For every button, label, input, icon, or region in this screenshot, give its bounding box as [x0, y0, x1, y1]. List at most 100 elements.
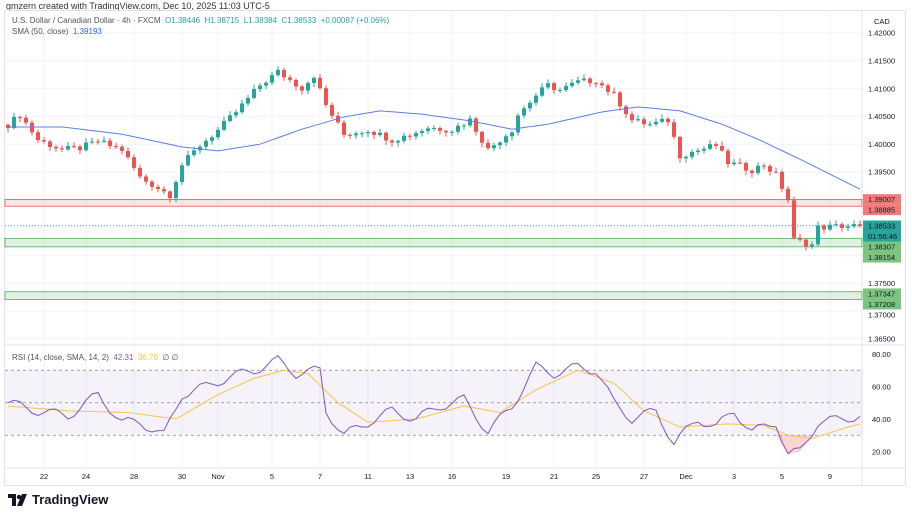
candle-body	[672, 122, 676, 137]
zone-top-tag	[863, 288, 901, 299]
zone-top-label: 1.39007	[868, 195, 895, 204]
candle-body	[786, 188, 790, 201]
rsi-label[interactable]: RSI (14, close, SMA, 14, 2)	[12, 353, 109, 362]
price-tick: 1.37000	[868, 310, 895, 319]
candle-body	[354, 133, 358, 136]
rsi-sma-value: 36.76	[137, 353, 158, 362]
symbol-legend: U.S. Dollar / Canadian Dollar · 4h · FXC…	[12, 15, 389, 37]
candle-body	[708, 144, 712, 149]
candle-body	[120, 146, 124, 151]
candle-body	[696, 150, 700, 152]
candle-body	[282, 69, 286, 78]
candle-body	[774, 171, 778, 173]
candle-body	[360, 133, 364, 135]
candle-body	[168, 191, 172, 199]
candle-body	[732, 162, 736, 165]
candle-body	[192, 150, 196, 156]
candle-body	[564, 85, 568, 91]
time-tick: 30	[178, 472, 186, 481]
candle-body	[648, 124, 652, 126]
candle-body	[300, 86, 304, 91]
candle-body	[216, 129, 220, 138]
zone-top-label: 1.38307	[868, 242, 895, 251]
candle-body	[498, 142, 502, 146]
zone-resistance	[4, 199, 863, 207]
candle-body	[150, 181, 154, 187]
rsi-sma-line	[7, 369, 861, 440]
candle-body	[240, 103, 244, 113]
price-tick: 1.40500	[868, 112, 895, 121]
candle-body	[390, 140, 394, 143]
candle-body	[588, 78, 592, 84]
candle-body	[66, 146, 70, 150]
candle-body	[726, 150, 730, 165]
candle-body	[480, 131, 484, 143]
symbol-title[interactable]: U.S. Dollar / Canadian Dollar · 4h · FXC…	[12, 16, 161, 25]
candle-body	[534, 95, 538, 103]
time-tick: 9	[828, 472, 832, 481]
time-tick: 28	[130, 472, 138, 481]
candle-body	[780, 171, 784, 189]
candle-body	[246, 97, 250, 104]
candle-body	[60, 148, 64, 150]
candle-body	[540, 87, 544, 96]
candle-body	[684, 156, 688, 159]
candle-body	[642, 119, 646, 125]
zone-support	[4, 237, 863, 248]
candle-body	[570, 82, 574, 86]
time-tick: 13	[406, 472, 414, 481]
candle-body	[720, 145, 724, 151]
countdown-label: 01:56:46	[868, 232, 897, 241]
candle-body	[96, 141, 100, 143]
chart-frame[interactable]	[4, 10, 906, 486]
candle-body	[42, 140, 46, 142]
candle-body	[6, 124, 10, 129]
countdown-tag	[863, 231, 901, 242]
candle-body	[558, 90, 562, 92]
price-tick: 1.41000	[868, 84, 895, 93]
candle-body	[810, 244, 814, 247]
candle-body	[486, 142, 490, 149]
sma-label[interactable]: SMA (50, close)	[12, 27, 69, 36]
candle-body	[132, 157, 136, 168]
candle-body	[396, 140, 400, 143]
candle-body	[402, 135, 406, 141]
zone-bottom-tag	[863, 298, 901, 310]
candle-body	[654, 121, 658, 125]
price-tick: 1.36500	[868, 335, 895, 344]
time-tick: Dec	[679, 472, 693, 481]
candle-body	[228, 115, 232, 121]
rsi-extra: ∅ ∅	[162, 353, 179, 362]
candle-body	[528, 102, 532, 109]
candle-body	[582, 78, 586, 81]
time-tick: 3	[732, 472, 736, 481]
candle-body	[318, 77, 322, 89]
candle-body	[618, 92, 622, 107]
rsi-tick: 60.00	[872, 383, 891, 392]
candle-body	[822, 225, 826, 230]
rsi-value: 42.31	[113, 353, 134, 362]
candle-body	[378, 132, 382, 136]
candle-body	[468, 118, 472, 126]
candle-body	[714, 144, 718, 146]
rsi-tick: 40.00	[872, 415, 891, 424]
candle-body	[366, 131, 370, 134]
zone-bottom-tag	[863, 252, 901, 263]
zone-bottom-label: 1.38154	[868, 253, 895, 262]
time-tick: Nov	[211, 472, 225, 481]
candle-body	[552, 83, 556, 91]
candle-body	[744, 163, 748, 171]
candle-body	[510, 132, 514, 137]
candle-body	[72, 146, 76, 148]
candle-body	[126, 150, 130, 158]
candle-body	[84, 142, 88, 151]
time-tick: 25	[592, 472, 600, 481]
candle-body	[816, 225, 820, 245]
candle-body	[102, 140, 106, 142]
candle-body	[162, 189, 166, 192]
candle-body	[504, 136, 508, 143]
candle-body	[630, 114, 634, 121]
candle-body	[30, 122, 34, 133]
candle-body	[90, 141, 94, 143]
